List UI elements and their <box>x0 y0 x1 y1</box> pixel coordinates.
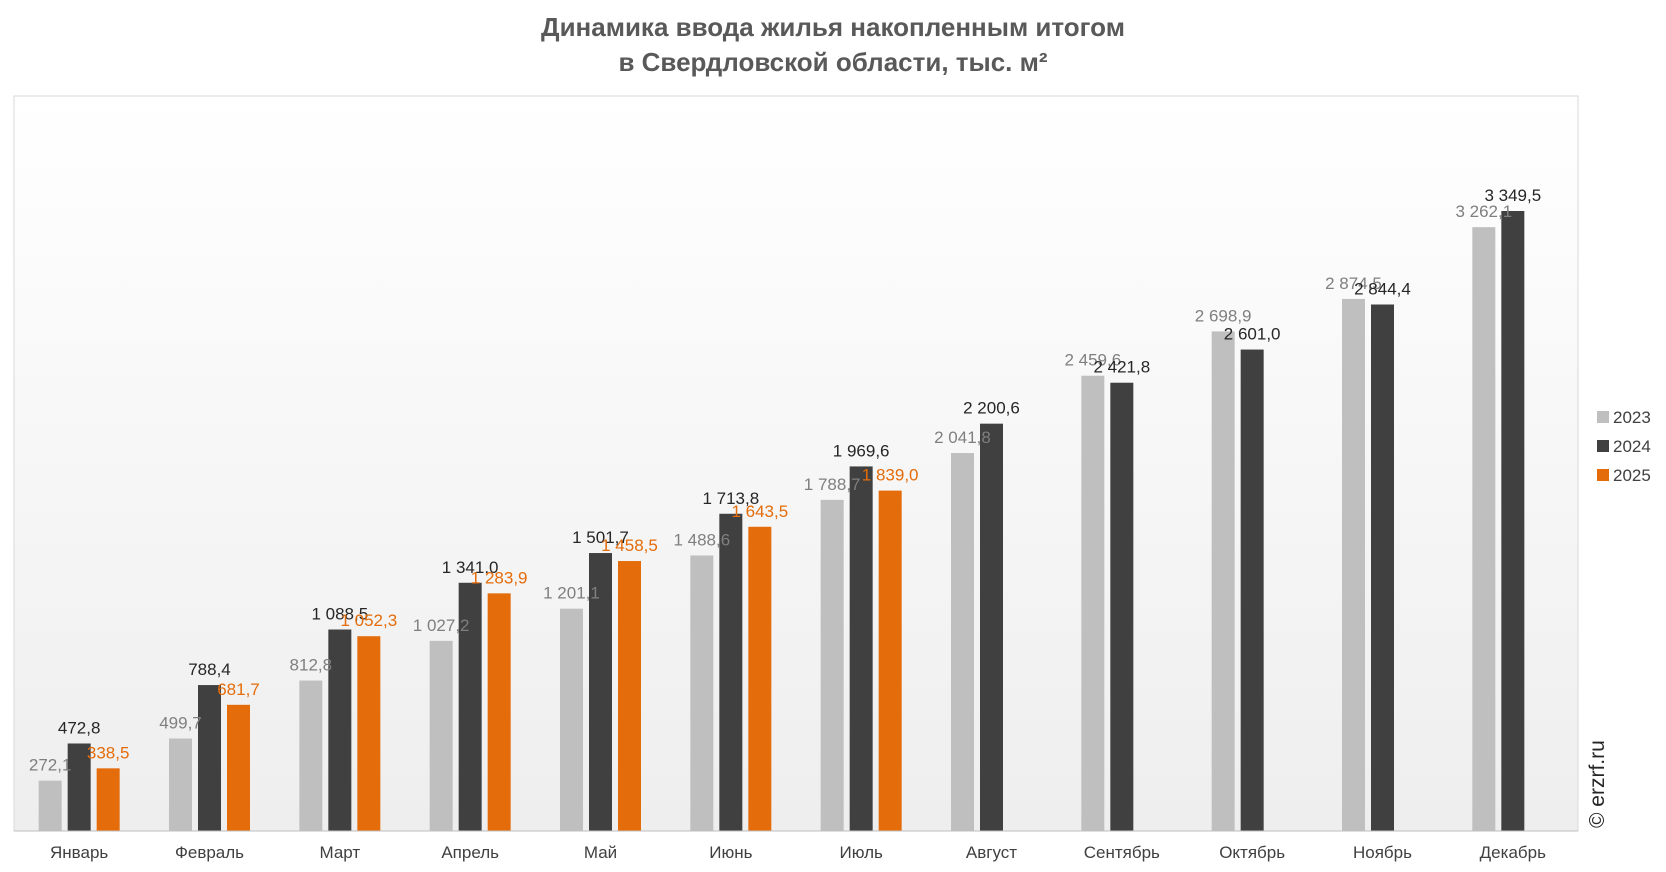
data-label-2023-12: 3 262,1 <box>1455 202 1512 221</box>
x-tick-label-9: Сентябрь <box>1084 843 1160 862</box>
data-label-2023-9: 2 459,6 <box>1064 351 1121 370</box>
data-label-2023-7: 1 788,7 <box>804 475 861 494</box>
data-label-2023-11: 2 874,5 <box>1325 274 1382 293</box>
legend-swatch-2025 <box>1597 469 1609 481</box>
data-label-2024-2: 788,4 <box>188 660 231 679</box>
data-label-2024-7: 1 969,6 <box>833 441 890 460</box>
legend-swatch-2023 <box>1597 411 1609 423</box>
bar-2024-11 <box>1371 304 1394 832</box>
bar-2023-10 <box>1211 331 1235 831</box>
bar-2025-2 <box>227 704 250 831</box>
data-label-2025-1: 338,5 <box>87 743 130 762</box>
watermark: © erzrf.ru <box>1586 740 1609 828</box>
bar-2024-3 <box>328 629 352 831</box>
bar-2023-8 <box>951 453 974 831</box>
bar-2023-7 <box>820 499 844 831</box>
bar-2023-12 <box>1472 227 1496 832</box>
x-tick-label-6: Июнь <box>709 843 752 862</box>
bar-2024-8 <box>980 423 1003 831</box>
data-label-2025-3: 1 052,3 <box>340 611 397 630</box>
bar-2023-1 <box>38 780 62 831</box>
bar-2024-10 <box>1240 349 1264 831</box>
data-label-2024-10: 2 601,0 <box>1224 325 1281 344</box>
data-label-2024-6: 1 713,8 <box>702 489 759 508</box>
bar-2023-2 <box>169 738 192 831</box>
bar-2023-6 <box>690 555 714 831</box>
data-label-2024-12: 3 349,5 <box>1484 186 1541 205</box>
bar-2024-9 <box>1110 382 1134 831</box>
data-label-2024-8: 2 200,6 <box>963 399 1020 418</box>
chart-title: Динамика ввода жилья накопленным итогом <box>541 12 1125 42</box>
data-label-2024-11: 2 844,4 <box>1354 279 1411 298</box>
data-label-2024-4: 1 341,0 <box>442 558 499 577</box>
bars-group <box>38 211 1525 832</box>
x-tick-label-3: Март <box>319 843 360 862</box>
data-label-2025-6: 1 643,5 <box>731 502 788 521</box>
legend-swatch-2024 <box>1597 440 1609 452</box>
bar-2023-5 <box>560 608 583 831</box>
data-label-2023-8: 2 041,8 <box>934 428 991 447</box>
data-label-2024-1: 472,8 <box>58 718 101 737</box>
x-tick-label-1: Январь <box>50 843 108 862</box>
x-tick-label-4: Апрель <box>441 843 499 862</box>
x-axis-labels: Январь Февраль Март Апрель Май Июнь Июль Август… <box>50 843 1546 862</box>
bar-2025-7 <box>878 490 902 831</box>
chart-subtitle: в Свердловской области, тыс. м² <box>618 47 1047 77</box>
bar-2023-9 <box>1081 375 1105 831</box>
bar-2024-4 <box>458 582 482 831</box>
data-label-2023-1: 272,1 <box>29 756 72 775</box>
x-tick-label-10: Октябрь <box>1219 843 1285 862</box>
bar-2024-6 <box>719 513 743 831</box>
data-label-2023-2: 499,7 <box>159 714 202 733</box>
bar-2025-4 <box>487 593 511 831</box>
data-label-2024-5: 1 501,7 <box>572 528 629 547</box>
bar-2024-7 <box>849 466 873 831</box>
data-label-2024-9: 2 421,8 <box>1093 358 1150 377</box>
x-tick-label-7: Июль <box>839 843 883 862</box>
legend-label-2025: 2025 <box>1613 466 1651 485</box>
x-tick-label-2: Февраль <box>175 843 244 862</box>
data-label-2025-2: 681,7 <box>217 680 260 699</box>
data-label-2025-5: 1 458,5 <box>601 536 658 555</box>
bar-2024-5 <box>589 553 612 831</box>
data-label-2024-3: 1 088,5 <box>311 605 368 624</box>
data-label-2025-7: 1 839,0 <box>862 466 919 485</box>
x-tick-label-5: Май <box>584 843 617 862</box>
bar-2024-2 <box>198 685 221 831</box>
bar-2024-1 <box>67 743 91 831</box>
plot-area <box>13 95 1579 832</box>
data-label-2025-4: 1 283,9 <box>471 568 528 587</box>
data-label-2023-6: 1 488,6 <box>673 530 730 549</box>
data-label-2023-4: 1 027,2 <box>413 616 470 635</box>
x-tick-label-11: Ноябрь <box>1353 843 1412 862</box>
x-tick-label-12: Декабрь <box>1480 843 1546 862</box>
legend: 2023 2024 2025 <box>1597 408 1651 485</box>
bar-2023-11 <box>1342 298 1365 831</box>
bar-2024-12 <box>1501 211 1525 831</box>
data-label-2023-3: 812,8 <box>290 656 333 675</box>
data-label-2023-5: 1 201,1 <box>543 584 600 603</box>
bar-2023-4 <box>429 640 453 831</box>
bar-2023-3 <box>299 680 323 831</box>
legend-label-2023: 2023 <box>1613 408 1651 427</box>
bar-2025-6 <box>748 526 772 831</box>
bar-2025-5 <box>618 561 641 831</box>
data-label-2023-10: 2 698,9 <box>1195 306 1252 325</box>
legend-label-2024: 2024 <box>1613 437 1651 456</box>
x-tick-label-8: Август <box>966 843 1017 862</box>
bar-2025-1 <box>96 768 120 831</box>
bar-2025-3 <box>357 636 381 831</box>
